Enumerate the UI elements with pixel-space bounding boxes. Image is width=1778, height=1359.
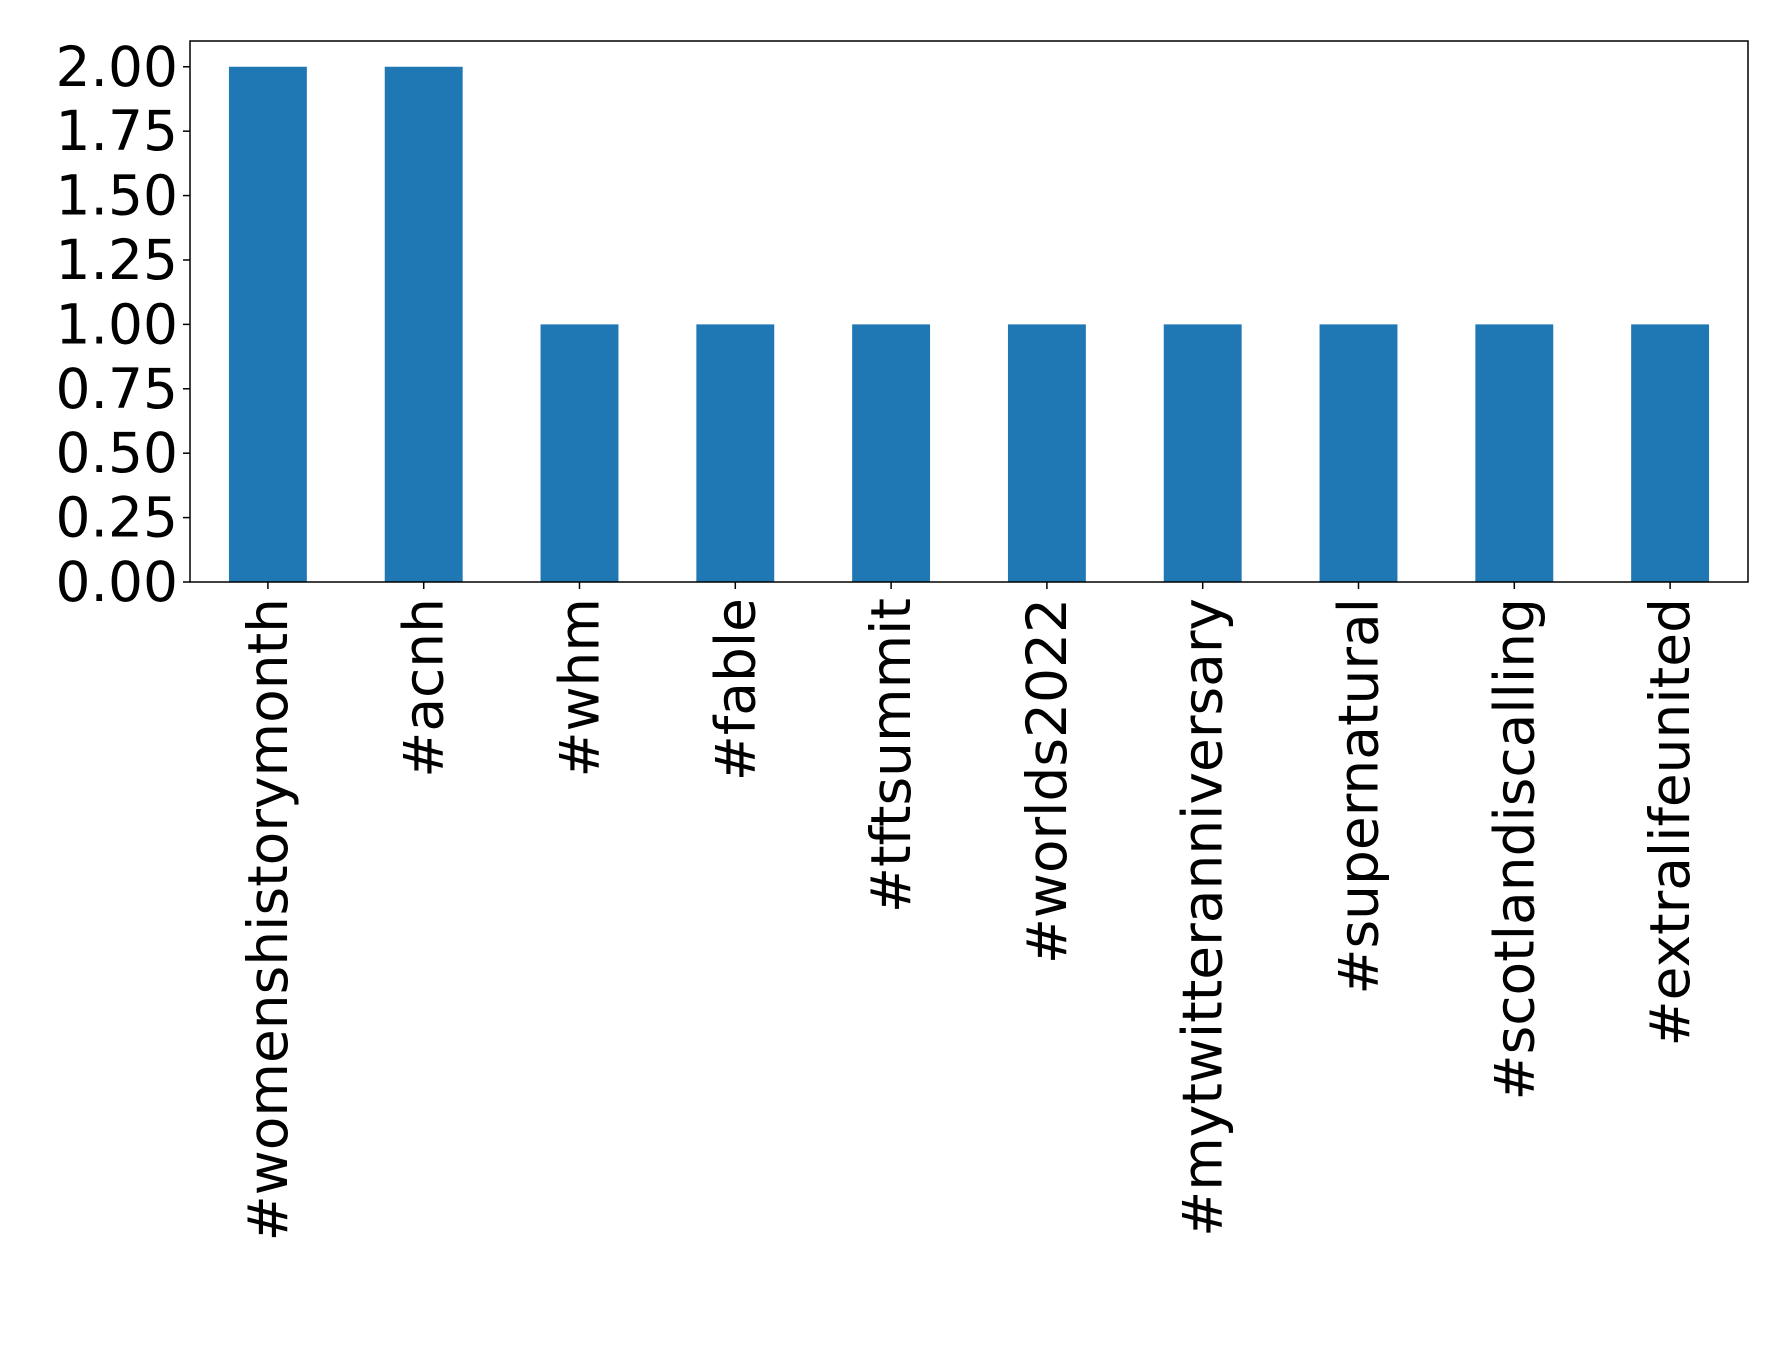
y-tick-label: 0.50 — [56, 421, 178, 485]
y-tick-label: 0.25 — [56, 486, 178, 550]
bar — [384, 66, 463, 582]
bar — [1163, 324, 1242, 582]
x-tick-label: #mytwitteranniversary — [1171, 598, 1235, 1237]
y-tick-label: 1.00 — [56, 292, 178, 356]
plot-frame — [189, 40, 1749, 583]
y-axis: 0.000.250.500.751.001.251.501.752.00 — [56, 35, 190, 614]
x-tick-label: #tftsummit — [859, 598, 923, 913]
bar — [1631, 324, 1710, 582]
y-tick-label: 2.00 — [56, 35, 178, 99]
x-tick-label: #worlds2022 — [1015, 598, 1079, 964]
bar — [1007, 324, 1086, 582]
x-tick-label: #fable — [703, 598, 767, 781]
y-tick-label: 0.00 — [56, 550, 178, 614]
x-tick-label: #whm — [548, 598, 612, 778]
y-tick-label: 1.75 — [56, 99, 178, 163]
x-tick-label: #acnh — [392, 598, 456, 778]
bar — [852, 324, 931, 582]
bar — [1475, 324, 1554, 582]
y-tick-label: 0.75 — [56, 357, 178, 421]
x-axis: #womenshistorymonth #acnh #whm #fable #tftsu… — [236, 582, 1702, 1241]
x-tick-label: #supernatural — [1327, 598, 1391, 995]
y-tick-label: 1.25 — [56, 228, 178, 292]
bar — [1319, 324, 1398, 582]
x-tick-label: #scotlandiscalling — [1482, 598, 1546, 1100]
bar — [228, 66, 307, 582]
bars-group — [228, 66, 1710, 582]
x-tick-label: #extralifeunited — [1638, 598, 1702, 1046]
y-tick-label: 1.50 — [56, 164, 178, 228]
x-tick-label: #womenshistorymonth — [236, 598, 300, 1241]
bar — [696, 324, 775, 582]
bar — [540, 324, 619, 582]
